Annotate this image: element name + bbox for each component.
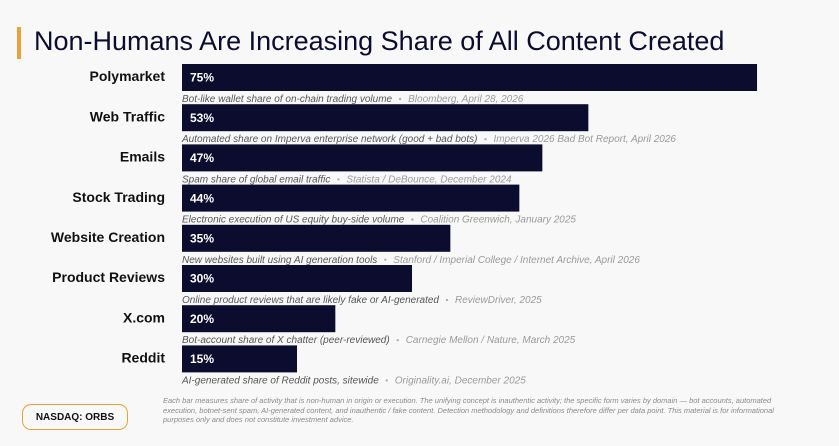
separator-dot <box>396 339 399 342</box>
bar <box>182 265 413 292</box>
bar-note: Automated share on Imperva enterprise ne… <box>181 134 676 145</box>
separator-dot <box>337 178 340 181</box>
separator-dot <box>384 258 387 261</box>
bar <box>182 144 543 172</box>
separator-dot <box>445 298 449 302</box>
value-label: 15% <box>190 352 214 366</box>
bar-note: New websites built using AI generation t… <box>182 254 640 265</box>
bar <box>182 305 336 333</box>
value-label: 35% <box>190 231 214 245</box>
chart-title: Non-Humans Are Increasing Share of All C… <box>34 26 724 56</box>
value-label: 47% <box>190 151 214 165</box>
bar <box>182 345 298 373</box>
footnote: Each bar measures share of activity that… <box>163 396 774 424</box>
note-text: AI-generated share of Reddit posts, site… <box>181 375 379 386</box>
bar-note: AI-generated share of Reddit posts, site… <box>181 375 526 386</box>
separator-dot <box>411 218 414 221</box>
separator-dot <box>398 97 402 101</box>
category-label: Reddit <box>121 350 165 366</box>
separator-dot <box>385 379 388 382</box>
bar-note: Electronic execution of US equity buy-si… <box>182 214 576 225</box>
bar <box>182 64 758 91</box>
note-text: Spam share of global email traffic <box>182 174 330 185</box>
value-label: 53% <box>190 111 214 125</box>
note-text: Online product reviews that are likely f… <box>182 295 439 306</box>
note-source: Stanford / Imperial College / Internet A… <box>393 254 640 265</box>
category-label: Product Reviews <box>52 269 165 285</box>
value-label: 75% <box>190 71 214 85</box>
category-label: Website Creation <box>51 229 165 245</box>
bar <box>182 224 451 252</box>
ticker-badge: NASDAQ: ORBS <box>22 404 128 430</box>
separator-dot <box>484 138 487 141</box>
note-text: Automated share on Imperva enterprise ne… <box>181 134 477 145</box>
value-label: 44% <box>190 191 214 205</box>
category-label: Emails <box>120 149 165 165</box>
note-source: Bloomberg, April 28, 2026 <box>408 94 524 105</box>
bar-note: Spam share of global email traffic Statis… <box>182 174 512 185</box>
note-text: Bot-account share of X chatter (peer-rev… <box>182 335 390 346</box>
note-source: Coalition Greenwich, January 2025 <box>420 214 576 225</box>
value-label: 20% <box>190 312 214 326</box>
note-text: Electronic execution of US equity buy-si… <box>182 214 405 225</box>
note-text: Bot-like wallet share of on-chain tradin… <box>182 94 393 105</box>
category-label: Polymarket <box>90 68 166 84</box>
title-accent <box>17 27 21 59</box>
note-text: New websites built using AI generation t… <box>182 254 377 265</box>
bar <box>182 184 520 212</box>
bar-note: Online product reviews that are likely f… <box>182 295 542 306</box>
bar-note: Bot-like wallet share of on-chain tradin… <box>182 94 524 105</box>
value-label: 30% <box>190 272 214 286</box>
note-source: ReviewDriver, 2025 <box>455 295 542 306</box>
note-source: Imperva 2026 Bad Bot Report, April 2026 <box>493 134 676 145</box>
note-source: Originality.ai, December 2025 <box>395 375 526 386</box>
category-label: Web Traffic <box>90 108 165 124</box>
bar-note: Bot-account share of X chatter (peer-rev… <box>182 335 576 346</box>
note-source: Carnegie Mellon / Nature, March 2025 <box>406 335 576 346</box>
category-label: Stock Trading <box>72 189 165 205</box>
bar <box>182 104 589 132</box>
note-source: Statista / DeBounce, December 2024 <box>346 174 512 185</box>
category-label: X.com <box>123 309 165 325</box>
